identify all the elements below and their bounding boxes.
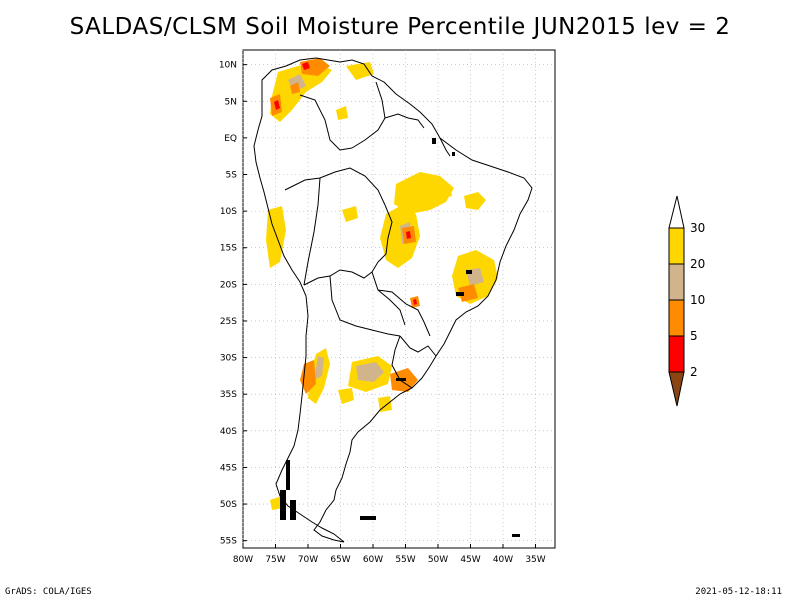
color-bar: 30 20 10 5 2 xyxy=(668,195,705,407)
lat-label: 5N xyxy=(225,97,237,107)
axis-ticks xyxy=(242,64,536,548)
colorbar-above-30 xyxy=(668,195,685,229)
coastlines-and-borders xyxy=(253,57,533,543)
lat-label: 25S xyxy=(220,317,237,327)
lat-label: 20S xyxy=(220,280,237,290)
colorbar-label-5: 5 xyxy=(690,329,698,343)
lat-label: 10S xyxy=(220,207,237,217)
colorbar-label-10: 10 xyxy=(690,293,705,307)
map-title: SALDAS/CLSM Soil Moisture Percentile JUN… xyxy=(69,14,731,40)
lat-label: 55S xyxy=(220,537,237,547)
lat-label: EQ xyxy=(224,134,237,144)
lat-label: 15S xyxy=(220,244,237,254)
lon-label: 35W xyxy=(525,555,545,565)
lon-label: 80W xyxy=(233,555,253,565)
lon-label: 50W xyxy=(428,555,448,565)
lon-label: 70W xyxy=(298,555,318,565)
lat-label: 35S xyxy=(220,390,237,400)
lon-label: 40W xyxy=(493,555,513,565)
colorbar-label-30: 30 xyxy=(690,221,705,235)
lat-label: 45S xyxy=(220,463,237,473)
lat-label: 50S xyxy=(220,500,237,510)
lon-label: 65W xyxy=(330,555,350,565)
footer-credit: GrADS: COLA/IGES xyxy=(5,587,92,597)
colorbar-10-20 xyxy=(668,263,685,301)
lon-label: 55W xyxy=(395,555,415,565)
lake-masks xyxy=(280,138,520,537)
colorbar-below-2 xyxy=(668,371,685,407)
lat-label: 30S xyxy=(220,354,237,364)
colorbar-2-5 xyxy=(668,335,685,373)
lat-label: 10N xyxy=(219,61,237,71)
colorbar-20-30 xyxy=(668,227,685,265)
lat-label: 5S xyxy=(226,171,238,181)
colorbar-label-2: 2 xyxy=(690,365,698,379)
percentile-shading xyxy=(266,58,498,510)
colorbar-label-20: 20 xyxy=(690,257,705,271)
footer-timestamp: 2021-05-12-18:11 xyxy=(695,587,782,597)
axis-labels: 10N 5N EQ 5S 10S 15S 20S 25S 30S 35S 40S 45S 50S 55S 8… xyxy=(219,61,546,565)
lat-label: 40S xyxy=(220,427,237,437)
lon-label: 45W xyxy=(460,555,480,565)
lon-label: 60W xyxy=(363,555,383,565)
colorbar-5-10 xyxy=(668,299,685,337)
lon-label: 75W xyxy=(265,555,285,565)
